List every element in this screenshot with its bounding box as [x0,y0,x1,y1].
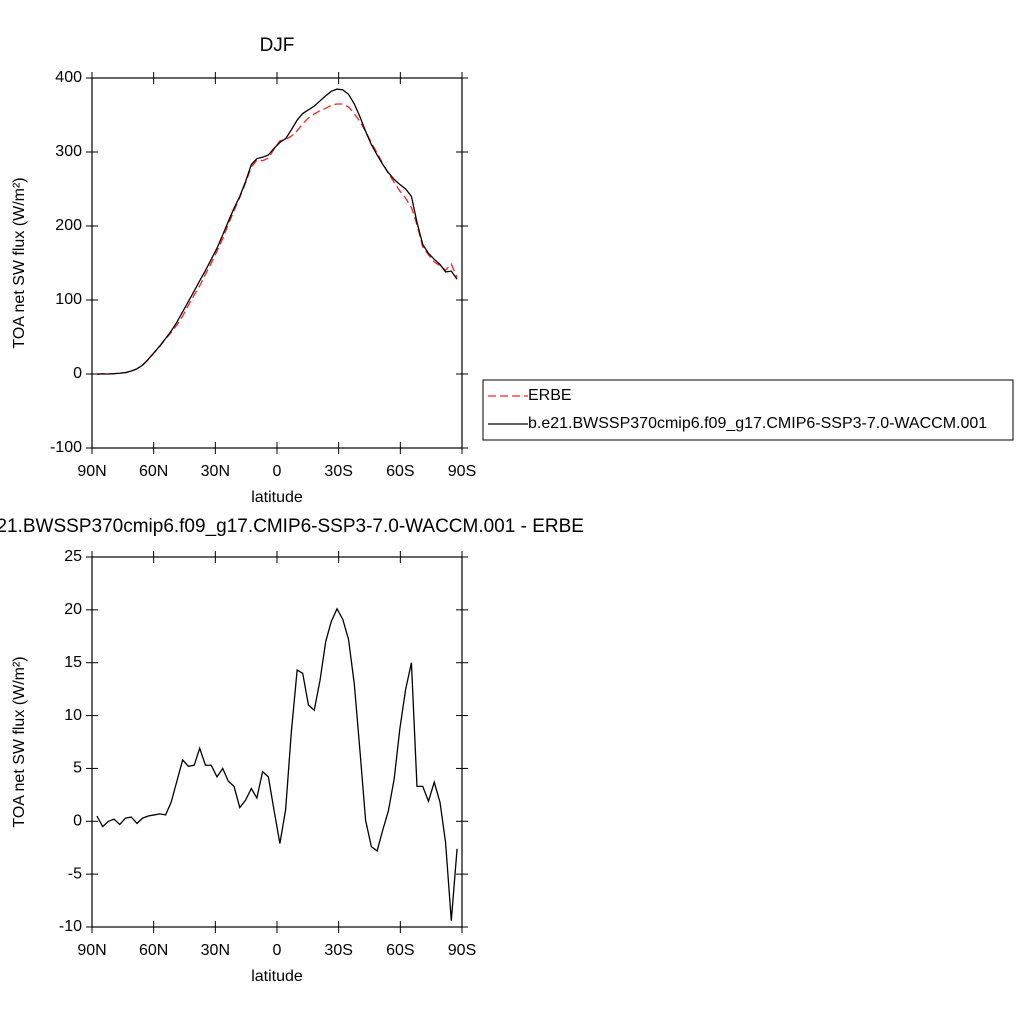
y-tick-label: -5 [68,865,82,882]
legend-box [482,379,1014,441]
y-tick-label: 15 [64,654,82,671]
y-tick-label: 0 [73,365,82,382]
x-axis-label: latitude [251,489,303,506]
x-tick-label: 30S [324,463,352,480]
x-tick-label: 60N [139,942,168,959]
x-tick-label: 90S [448,463,476,480]
chart-title: b.e21.BWSSP370cmip6.f09_g17.CMIP6-SSP3-7… [0,516,584,537]
chart-title: DJF [260,35,295,56]
legend-label: ERBE [528,387,572,404]
x-tick-label: 90S [448,942,476,959]
y-tick-label: 300 [55,143,82,160]
y-tick-label: -100 [50,439,82,456]
data-line [96,88,458,375]
x-tick-label: 90N [77,463,106,480]
y-tick-label: -10 [59,918,82,935]
x-tick-label: 30N [201,942,230,959]
x-tick-label: 60N [139,463,168,480]
x-tick-label: 30N [201,463,230,480]
y-tick-label: 100 [55,291,82,308]
y-tick-label: 20 [64,601,82,618]
x-tick-label: 30S [324,942,352,959]
data-line [96,607,458,921]
x-axis-label: latitude [251,968,303,985]
data-line [96,103,458,376]
legend-label: b.e21.BWSSP370cmip6.f09_g17.CMIP6-SSP3-7… [528,415,987,432]
plot-frame [91,77,463,449]
y-tick-label: 0 [73,813,82,830]
y-tick-label: 10 [64,707,82,724]
y-tick-label: 200 [55,217,82,234]
plot-frame [91,556,463,928]
x-tick-label: 90N [77,942,106,959]
y-axis-label: TOA net SW flux (W/m²) [11,656,28,827]
y-tick-label: 25 [64,548,82,565]
x-tick-label: 60S [386,942,414,959]
x-tick-label: 0 [273,942,282,959]
x-tick-label: 0 [273,463,282,480]
y-axis-label: TOA net SW flux (W/m²) [11,177,28,348]
y-tick-label: 400 [55,69,82,86]
y-tick-label: 5 [73,760,82,777]
x-tick-label: 60S [386,463,414,480]
